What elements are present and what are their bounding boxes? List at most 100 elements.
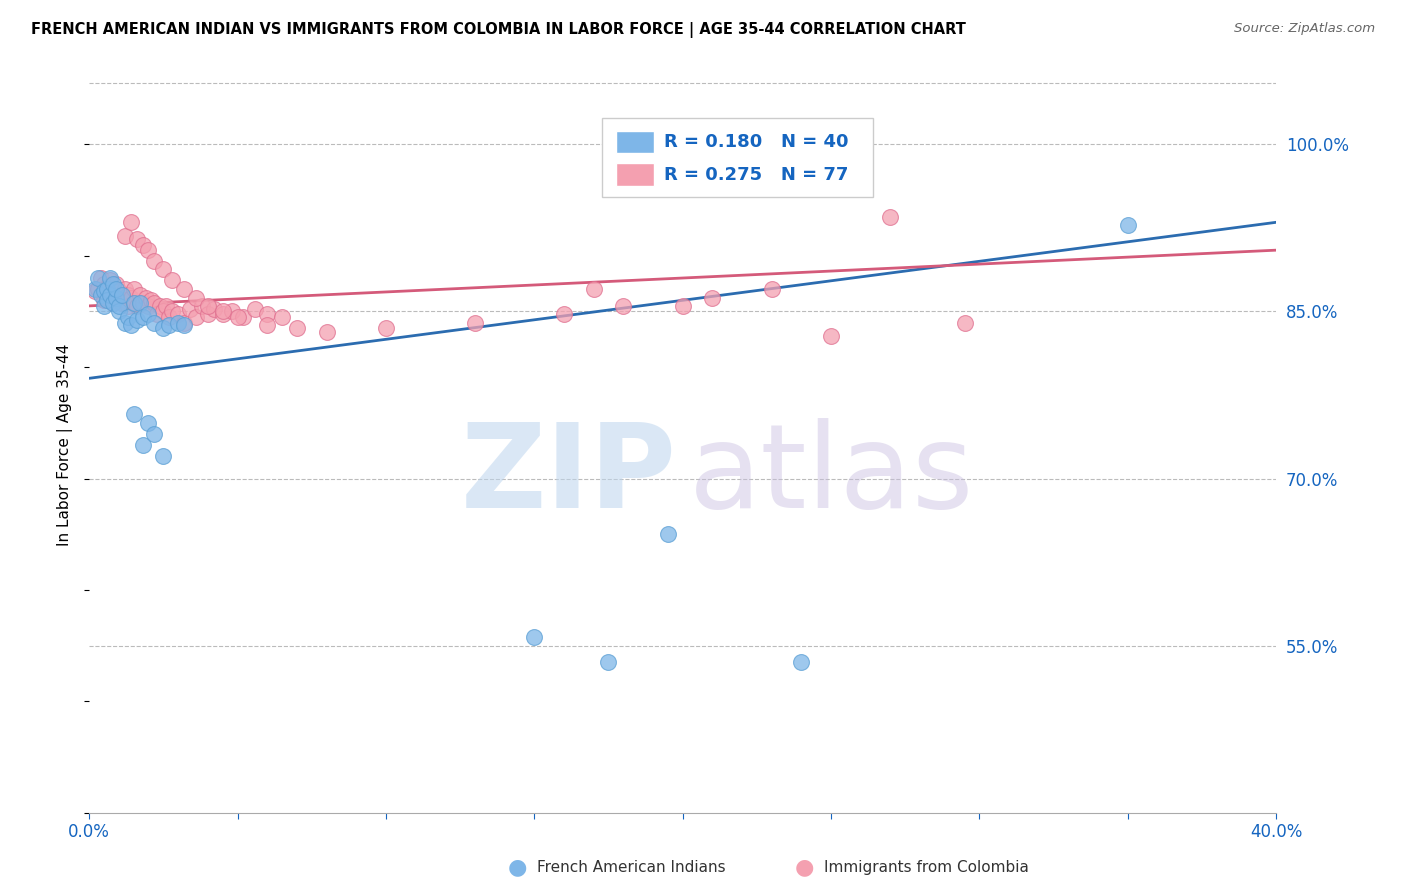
Point — [464, 316, 486, 330]
Point — [114, 282, 136, 296]
Point — [104, 293, 127, 308]
Point — [96, 280, 118, 294]
Point — [128, 287, 150, 301]
Point — [90, 287, 112, 301]
Point — [173, 316, 195, 330]
Point — [191, 299, 214, 313]
Text: ●: ● — [508, 857, 527, 877]
Text: French American Indians: French American Indians — [537, 860, 725, 874]
Point — [152, 304, 174, 318]
Point — [657, 527, 679, 541]
Point — [143, 427, 166, 442]
Text: ●: ● — [794, 857, 814, 877]
Point — [122, 295, 145, 310]
Point — [108, 299, 131, 313]
Point — [93, 285, 115, 299]
Point — [96, 282, 118, 296]
Point — [1354, 656, 1376, 670]
Y-axis label: In Labor Force | Age 35-44: In Labor Force | Age 35-44 — [58, 344, 73, 547]
Point — [108, 291, 131, 305]
Point — [125, 299, 148, 313]
Point — [98, 287, 121, 301]
Text: R = 0.180   N = 40: R = 0.180 N = 40 — [664, 133, 848, 151]
Point — [152, 262, 174, 277]
Point — [820, 329, 842, 343]
Point — [104, 282, 127, 296]
Point — [128, 295, 150, 310]
Point — [271, 310, 294, 324]
Point — [101, 295, 124, 310]
Point — [114, 228, 136, 243]
Point — [125, 232, 148, 246]
Point — [138, 416, 160, 430]
Point — [101, 277, 124, 291]
Point — [104, 291, 127, 305]
Point — [84, 285, 107, 299]
Point — [197, 307, 219, 321]
Text: ZIP: ZIP — [461, 418, 676, 533]
Point — [143, 316, 166, 330]
FancyBboxPatch shape — [616, 131, 654, 153]
Point — [146, 307, 169, 321]
Point — [90, 271, 112, 285]
Point — [120, 291, 142, 305]
Point — [143, 254, 166, 268]
Text: Source: ZipAtlas.com: Source: ZipAtlas.com — [1234, 22, 1375, 36]
Point — [131, 237, 153, 252]
Point — [315, 325, 337, 339]
Point — [374, 321, 396, 335]
Point — [141, 293, 163, 308]
Point — [761, 282, 783, 296]
Point — [211, 304, 233, 318]
Point — [197, 299, 219, 313]
Point — [111, 287, 134, 301]
Point — [93, 293, 115, 308]
Point — [131, 295, 153, 310]
Point — [245, 302, 267, 317]
Point — [790, 656, 813, 670]
Point — [98, 271, 121, 285]
Point — [167, 307, 190, 321]
FancyBboxPatch shape — [602, 118, 873, 197]
Point — [167, 316, 190, 330]
Point — [152, 321, 174, 335]
Point — [117, 299, 139, 313]
Point — [256, 318, 278, 332]
Point — [143, 295, 166, 310]
Point — [87, 271, 110, 285]
FancyBboxPatch shape — [616, 163, 654, 186]
Point — [96, 291, 118, 305]
Point — [101, 295, 124, 310]
Point — [149, 299, 172, 313]
Point — [184, 310, 207, 324]
Point — [232, 310, 254, 324]
Text: R = 0.275   N = 77: R = 0.275 N = 77 — [664, 166, 848, 184]
Text: atlas: atlas — [689, 418, 974, 533]
Point — [131, 310, 153, 324]
Point — [553, 307, 575, 321]
Point — [1116, 218, 1139, 232]
Point — [702, 291, 724, 305]
Point — [131, 438, 153, 452]
Point — [117, 310, 139, 324]
Point — [108, 285, 131, 299]
Point — [111, 295, 134, 310]
Point — [157, 310, 180, 324]
Point — [184, 291, 207, 305]
Point — [173, 318, 195, 332]
Point — [138, 307, 160, 321]
Point — [285, 321, 308, 335]
Point — [120, 318, 142, 332]
Point — [120, 215, 142, 229]
Point — [221, 304, 243, 318]
Text: Immigrants from Colombia: Immigrants from Colombia — [824, 860, 1029, 874]
Point — [117, 287, 139, 301]
Point — [93, 299, 115, 313]
Point — [101, 282, 124, 296]
Point — [84, 282, 107, 296]
Point — [122, 295, 145, 310]
Point — [155, 299, 177, 313]
Point — [256, 307, 278, 321]
Point — [672, 299, 695, 313]
Point — [179, 302, 201, 317]
